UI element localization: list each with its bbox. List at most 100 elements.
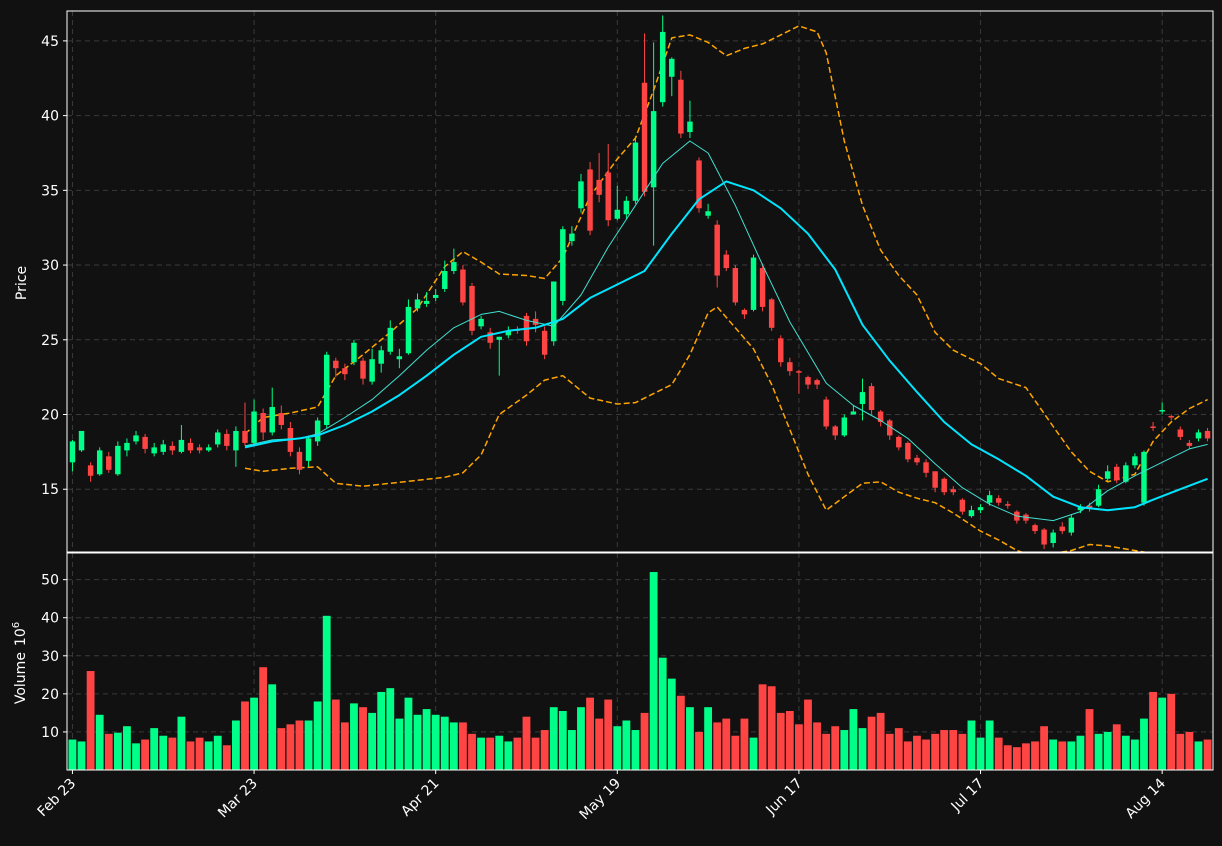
- bollinger-lower-band: [244, 306, 1148, 552]
- candle-body: [823, 399, 829, 427]
- volume-bar: [350, 703, 358, 770]
- candle: [905, 441, 911, 463]
- volume-axis-label-text: Volume: [13, 652, 29, 704]
- volume-bar: [740, 718, 749, 770]
- candle: [333, 357, 339, 378]
- candle: [841, 414, 848, 437]
- volume-bar: [858, 728, 867, 770]
- volume-bar: [931, 733, 940, 770]
- candle: [387, 320, 394, 355]
- candle: [1186, 439, 1193, 449]
- candle-body: [160, 444, 166, 452]
- candle-body: [124, 442, 130, 451]
- candle-body: [1168, 416, 1174, 418]
- volume-bar: [468, 733, 476, 770]
- candle-body: [305, 438, 312, 461]
- candle-body: [1177, 429, 1184, 437]
- candle: [986, 490, 993, 506]
- candle-body: [224, 433, 230, 446]
- candle: [1177, 426, 1184, 440]
- volume-bar: [222, 745, 231, 770]
- volume-bar: [722, 718, 731, 770]
- volume-bar: [168, 737, 177, 770]
- volume-bar: [622, 720, 631, 770]
- volume-bar: [631, 730, 640, 770]
- candle-body: [623, 200, 630, 215]
- candle: [1014, 510, 1020, 524]
- candle-body: [1132, 456, 1138, 466]
- candle: [923, 459, 929, 478]
- price-tick-label: 30: [41, 258, 59, 274]
- candle-body: [977, 507, 984, 511]
- candle: [1104, 465, 1111, 482]
- volume-bar: [676, 695, 685, 770]
- candle-body: [496, 336, 502, 340]
- volume-bar: [1049, 739, 1058, 770]
- volume-bar: [277, 728, 286, 770]
- candle: [78, 430, 85, 452]
- volume-bar: [340, 722, 349, 770]
- volume-bar: [1031, 741, 1039, 770]
- volume-bar: [1149, 691, 1157, 770]
- candle: [632, 136, 639, 204]
- candle-body: [106, 456, 112, 470]
- candle-body: [532, 318, 539, 325]
- candle: [260, 408, 266, 440]
- candle: [787, 357, 793, 376]
- candle-body: [551, 281, 557, 342]
- candle: [1141, 450, 1147, 506]
- volume-bar: [295, 720, 304, 770]
- candle-body: [187, 442, 194, 451]
- volume-tick-label: 30: [41, 649, 59, 665]
- candle: [977, 504, 984, 514]
- candle: [541, 326, 548, 360]
- candle: [578, 173, 584, 213]
- candle-body: [1077, 507, 1084, 511]
- candle-body: [1005, 504, 1011, 506]
- volume-bar: [422, 709, 431, 770]
- x-tick-label: Feb 23: [35, 776, 80, 821]
- candle: [532, 311, 539, 333]
- candle-body: [414, 299, 421, 309]
- volume-bar: [504, 741, 513, 770]
- candle-body: [1041, 529, 1047, 545]
- candle: [505, 326, 512, 339]
- candle-body: [360, 360, 366, 379]
- candle: [796, 369, 802, 394]
- volume-bar: [595, 718, 604, 770]
- x-tick-label: Jun 17: [763, 776, 806, 819]
- candle: [196, 444, 203, 454]
- candle-body: [269, 407, 275, 433]
- candle-body: [451, 262, 457, 272]
- candle: [805, 375, 811, 390]
- candle-body: [478, 318, 484, 327]
- candle: [968, 505, 975, 518]
- candle-body: [768, 299, 775, 328]
- candle: [96, 447, 103, 476]
- candle-body: [96, 450, 103, 475]
- volume-bar: [604, 699, 613, 770]
- candle: [723, 250, 729, 272]
- candle: [478, 315, 484, 330]
- candle-body: [1068, 517, 1075, 533]
- volume-bar: [132, 743, 140, 770]
- volume-bar: [985, 720, 994, 770]
- candle-body: [714, 224, 720, 276]
- volume-bar: [86, 671, 95, 770]
- volume-bar: [958, 733, 967, 770]
- candle: [215, 429, 221, 448]
- candle: [1132, 453, 1138, 469]
- candle-body: [333, 360, 339, 369]
- price-tick-label: 40: [41, 109, 59, 125]
- volume-bar: [695, 731, 703, 770]
- candle-body: [886, 420, 893, 436]
- candle-body: [687, 121, 693, 133]
- candle: [768, 297, 775, 331]
- volume-bar: [1176, 733, 1185, 770]
- candle-body: [242, 430, 248, 443]
- grid-layer: [67, 11, 1213, 770]
- volume-bar: [1003, 745, 1012, 770]
- candle-body: [378, 350, 384, 364]
- volume-bar: [1203, 739, 1212, 770]
- volume-bar: [477, 737, 485, 770]
